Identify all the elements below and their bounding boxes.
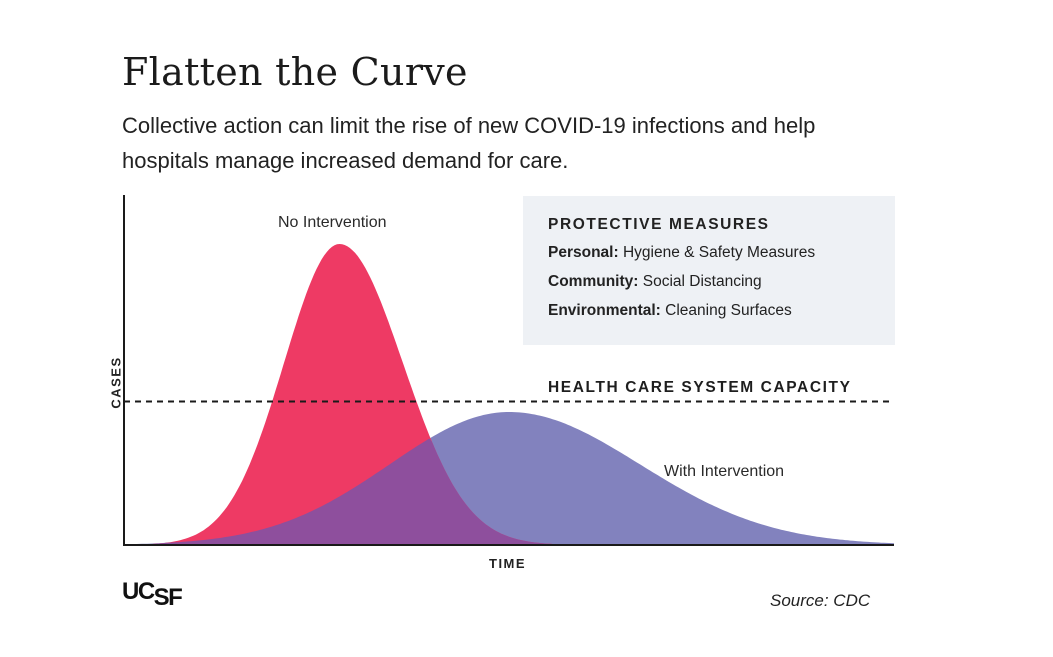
with-intervention-label: With Intervention: [664, 463, 785, 480]
source-note: Source: CDC: [770, 591, 871, 610]
y-axis-label: CASES: [108, 356, 124, 409]
measure-value: Hygiene & Safety Measures: [622, 244, 816, 261]
no-intervention-label: No Intervention: [278, 214, 387, 231]
protective-measures-heading: PROTECTIVE MEASURES: [548, 216, 770, 233]
chart-title: Flatten the Curve: [122, 50, 468, 94]
measure-value: Social Distancing: [642, 273, 762, 290]
logo-suffix: SF: [153, 584, 183, 611]
chart-subtitle: Collective action can limit the rise of …: [122, 113, 816, 173]
measure-label: Community:: [548, 273, 639, 290]
ucsf-logo: UCSF: [122, 578, 183, 611]
measure-environmental: Environmental: Cleaning Surfaces: [548, 301, 895, 330]
overlap-area: [124, 438, 894, 545]
measure-value: Cleaning Surfaces: [665, 302, 792, 319]
no-intervention-area: [124, 244, 894, 545]
capacity-label: HEALTH CARE SYSTEM CAPACITY: [548, 379, 852, 396]
protective-measures-panel: PROTECTIVE MEASURES Personal: Hygiene & …: [523, 196, 895, 345]
measure-label: Personal:: [548, 244, 619, 261]
measure-label: Environmental:: [548, 302, 661, 319]
measure-personal: Personal: Hygiene & Safety Measures: [548, 243, 895, 272]
x-axis-label: TIME: [489, 556, 527, 571]
logo-prefix: UC: [122, 578, 155, 605]
measure-community: Community: Social Distancing: [548, 272, 895, 301]
